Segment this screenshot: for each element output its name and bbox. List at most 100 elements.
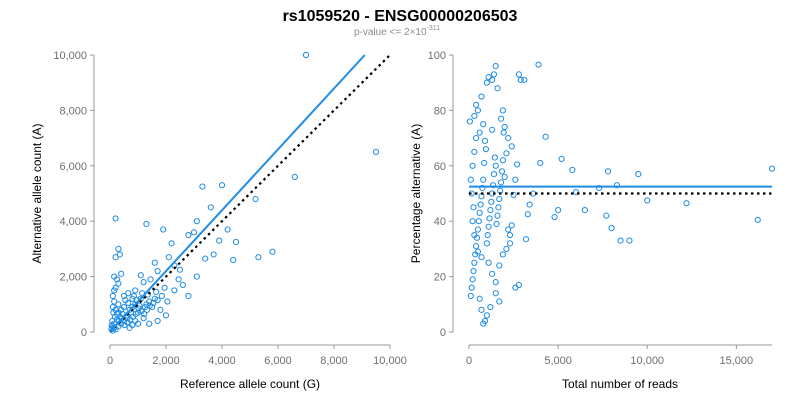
y-tick-label: 20 bbox=[434, 272, 446, 284]
data-point bbox=[754, 216, 761, 223]
data-point bbox=[154, 317, 161, 325]
data-point bbox=[115, 280, 122, 287]
data-point bbox=[112, 254, 119, 261]
data-point bbox=[115, 301, 122, 308]
data-point bbox=[644, 197, 651, 204]
data-point bbox=[491, 154, 498, 161]
data-point bbox=[496, 298, 503, 305]
data-point bbox=[635, 171, 642, 178]
data-point bbox=[485, 259, 492, 266]
data-point bbox=[162, 312, 170, 319]
data-point bbox=[113, 276, 121, 283]
data-point bbox=[470, 204, 477, 211]
data-point bbox=[503, 150, 510, 157]
data-point bbox=[372, 148, 380, 156]
data-point bbox=[499, 157, 506, 164]
data-point bbox=[508, 143, 515, 150]
x-tick-label: 10,000 bbox=[373, 355, 407, 367]
data-point bbox=[140, 279, 147, 286]
data-point bbox=[125, 299, 132, 307]
data-point bbox=[495, 204, 502, 211]
data-point bbox=[499, 107, 506, 114]
data-point bbox=[512, 284, 519, 291]
data-point bbox=[522, 236, 530, 243]
data-point bbox=[471, 148, 478, 156]
data-point bbox=[512, 176, 519, 183]
data-point bbox=[768, 165, 776, 172]
percentage-alternative-scatter: 0 20 40 60 80 100 0 5,000 10,000 15,000 Total numb… bbox=[409, 50, 776, 391]
data-point bbox=[481, 159, 488, 167]
data-point bbox=[526, 201, 533, 208]
reference-line bbox=[109, 54, 391, 333]
data-point bbox=[480, 176, 487, 183]
data-point bbox=[110, 309, 117, 316]
data-point bbox=[207, 204, 214, 211]
data-point bbox=[151, 259, 158, 266]
data-point bbox=[485, 74, 492, 81]
data-point bbox=[555, 207, 562, 214]
data-point bbox=[617, 237, 624, 244]
data-point bbox=[153, 288, 160, 295]
data-point bbox=[494, 85, 501, 92]
data-point bbox=[474, 248, 482, 255]
data-point bbox=[517, 76, 524, 84]
data-point bbox=[468, 284, 475, 291]
data-point bbox=[474, 107, 482, 114]
x-tick-label: 15,000 bbox=[720, 355, 754, 367]
data-point bbox=[480, 121, 487, 128]
data-point bbox=[143, 306, 151, 313]
data-point bbox=[202, 255, 209, 262]
data-point bbox=[492, 62, 499, 70]
data-point bbox=[137, 272, 144, 279]
data-point bbox=[171, 287, 178, 294]
data-point bbox=[469, 162, 476, 169]
data-point bbox=[175, 276, 182, 283]
data-point bbox=[483, 312, 490, 319]
data-point bbox=[116, 251, 123, 258]
data-point bbox=[109, 292, 116, 300]
allele-count-scatter: 0 2,000 4,000 6,000 8,000 10,000 0 2,000 4,000 6,… bbox=[30, 50, 407, 391]
data-point bbox=[132, 287, 139, 294]
data-point bbox=[147, 276, 154, 283]
data-point bbox=[489, 76, 496, 84]
data-point bbox=[581, 207, 588, 214]
data-point bbox=[613, 182, 621, 189]
data-point bbox=[478, 306, 485, 313]
data-point bbox=[626, 237, 633, 244]
y-tick-label: 60 bbox=[434, 161, 446, 173]
data-point bbox=[497, 115, 505, 122]
data-point bbox=[497, 179, 505, 186]
data-point bbox=[492, 162, 499, 169]
data-point bbox=[193, 218, 200, 225]
data-point bbox=[558, 155, 565, 162]
data-point bbox=[146, 320, 153, 327]
x-tick-label: 0 bbox=[466, 355, 472, 367]
data-point bbox=[232, 238, 240, 246]
data-point bbox=[490, 171, 498, 178]
data-point bbox=[160, 226, 167, 233]
data-point bbox=[490, 71, 498, 78]
data-point bbox=[224, 226, 231, 233]
y-tick-label: 0 bbox=[440, 327, 446, 339]
data-point bbox=[210, 251, 217, 258]
data-point bbox=[179, 281, 186, 289]
data-point bbox=[476, 295, 483, 302]
data-point bbox=[112, 215, 119, 222]
data-point bbox=[143, 220, 150, 228]
data-point bbox=[476, 129, 483, 136]
y-tick-label: 2,000 bbox=[59, 272, 87, 284]
data-point bbox=[496, 262, 503, 269]
data-point bbox=[492, 279, 499, 286]
data-point bbox=[494, 212, 501, 219]
data-point bbox=[165, 254, 172, 261]
data-point bbox=[542, 133, 549, 140]
data-point bbox=[503, 245, 510, 252]
data-point bbox=[485, 223, 492, 230]
data-point bbox=[603, 212, 610, 219]
data-point bbox=[551, 213, 558, 221]
data-point bbox=[478, 93, 485, 100]
data-point bbox=[478, 254, 485, 261]
data-point bbox=[475, 218, 482, 225]
data-point bbox=[479, 184, 486, 192]
